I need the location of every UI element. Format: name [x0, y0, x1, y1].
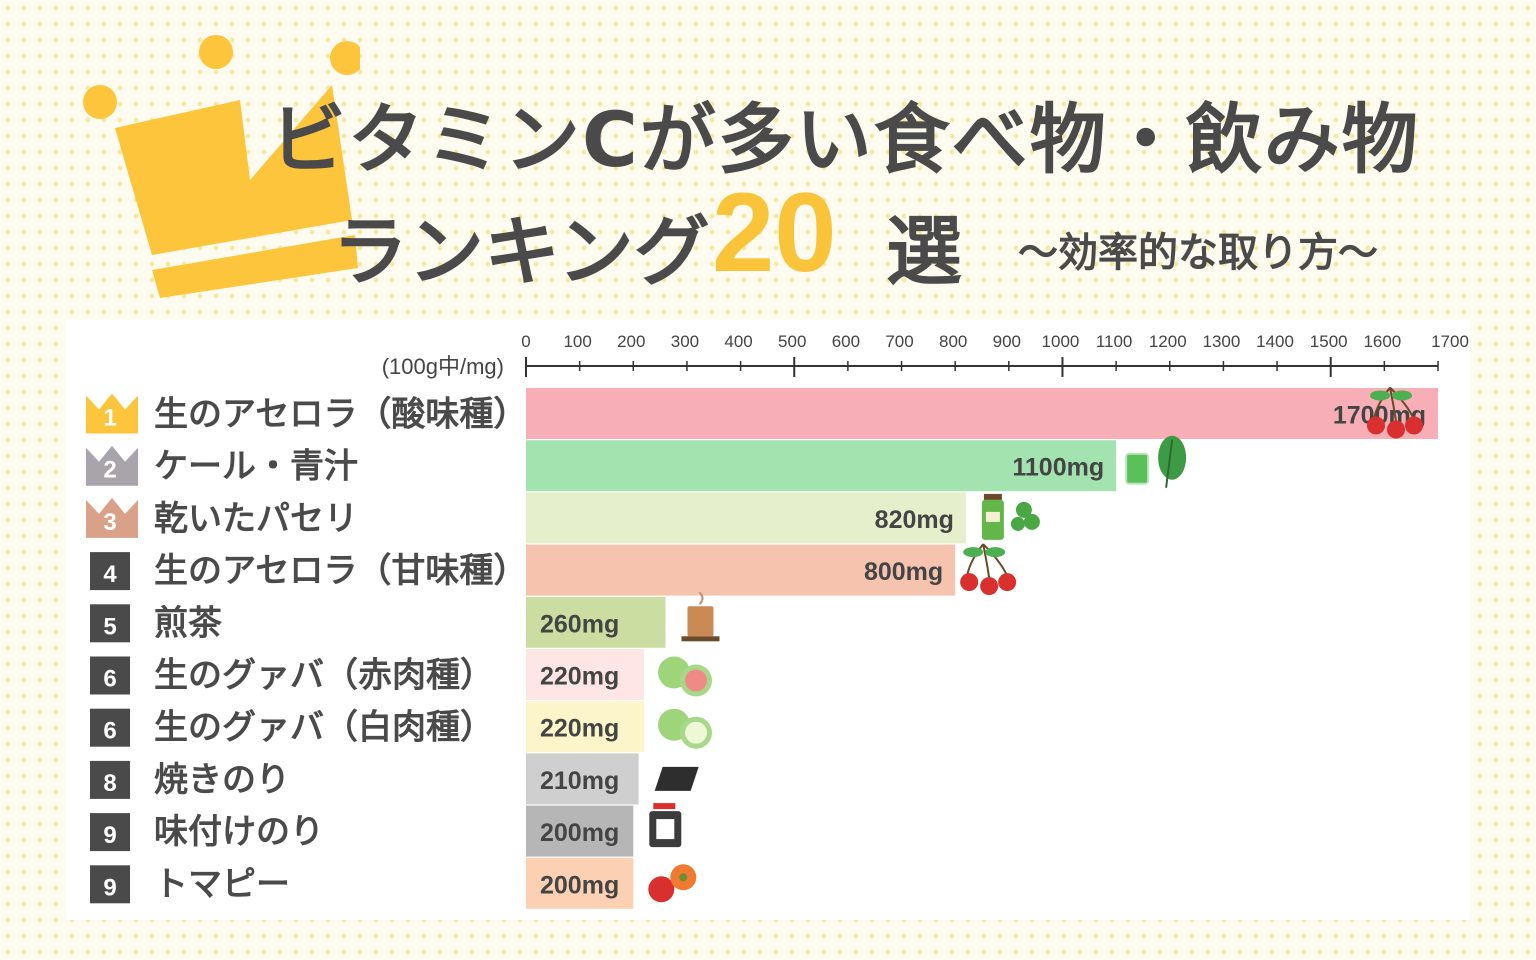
rank-number: 6 — [103, 718, 116, 745]
x-tick-label: 1400 — [1256, 332, 1294, 351]
x-tick-label: 400 — [724, 332, 752, 351]
bar-row: 4 生のアセロラ（甘味種） 800mg — [90, 543, 1017, 596]
x-tick-label: 800 — [939, 332, 967, 351]
rank-badge — [90, 552, 130, 591]
value-label: 820mg — [875, 506, 954, 534]
x-tick-label: 900 — [993, 332, 1021, 351]
value-label: 260mg — [540, 610, 619, 638]
bar-row: 2 ケール・青汁 1100mg — [86, 435, 1187, 492]
bar — [526, 388, 1438, 439]
rank-number: 4 — [103, 561, 117, 588]
item-label: 焼きのり — [154, 760, 290, 800]
rank-number: 9 — [103, 822, 116, 849]
item-label: 味付けのり — [154, 812, 324, 852]
title-count: 20 — [712, 170, 837, 295]
x-tick-label: 1100 — [1096, 332, 1133, 351]
red-guava-icon — [658, 656, 713, 697]
rank-badge — [90, 760, 130, 799]
white-guava-icon — [658, 708, 713, 749]
rank-badge — [90, 708, 130, 747]
value-label: 200mg — [540, 871, 619, 899]
bar — [526, 857, 634, 909]
bar — [526, 440, 1117, 492]
bar-row: 8 焼きのり 210mg — [90, 753, 699, 805]
rank-number: 1 — [103, 405, 116, 432]
value-label: 210mg — [540, 767, 619, 795]
x-tick-label: 300 — [671, 332, 699, 351]
item-label: 生のグァバ（白肉種） — [154, 708, 494, 748]
bar-row: 5 煎茶 260mg — [90, 591, 720, 648]
rank-badge — [90, 604, 130, 643]
rank-number: 2 — [103, 457, 116, 484]
item-label: 煎茶 — [154, 603, 223, 643]
item-label: 生のアセロラ（甘味種） — [154, 551, 527, 591]
bar — [526, 596, 666, 648]
nori-icon — [654, 766, 699, 791]
bar — [526, 492, 966, 544]
bar-row: 1 生のアセロラ（酸味種） 1700mg — [86, 386, 1438, 439]
bar-row: 9 トマピー 200mg — [90, 857, 697, 909]
bar-row: 9 味付けのり 200mg — [90, 803, 682, 857]
rank-number: 8 — [103, 770, 116, 797]
x-tick-label: 500 — [778, 332, 806, 351]
x-tick-label: 100 — [563, 332, 591, 351]
bar-row: 3 乾いたパセリ 820mg — [86, 492, 1040, 544]
bar-row: 6 生のグァバ（赤肉種） 220mg — [90, 649, 713, 700]
item-label: 生のグァバ（赤肉種） — [154, 656, 494, 696]
kale-juice-icon — [1125, 435, 1187, 488]
rank-number: 3 — [103, 509, 116, 536]
rank-badge — [90, 813, 130, 852]
nori-jar-icon — [649, 803, 682, 848]
cherry-icon — [1367, 386, 1423, 439]
parsley-jar-icon — [981, 493, 1040, 540]
item-label: ケール・青汁 — [154, 447, 358, 487]
x-tick-label: 0 — [521, 332, 530, 351]
value-label: 220mg — [540, 715, 619, 743]
x-tick-label: 600 — [832, 332, 860, 351]
bar — [526, 805, 634, 857]
bar — [526, 753, 639, 805]
crown-badge-icon — [86, 393, 138, 434]
unit-label: (100g中/mg) — [382, 354, 504, 379]
header: ビタミンCが多い食べ物・飲み物 ランキング 20 選 〜効率的な取り方〜 — [0, 0, 1536, 310]
crown-badge-icon — [86, 497, 138, 538]
tea-cup-icon — [681, 591, 720, 642]
crown-icon — [83, 35, 360, 298]
bar — [526, 649, 645, 700]
rank-number: 9 — [103, 874, 116, 901]
value-label: 1100mg — [1012, 454, 1104, 482]
title-line1: ビタミンCが多い食べ物・飲み物 — [270, 95, 1420, 184]
x-tick-label: 1600 — [1363, 332, 1401, 351]
x-tick-label: 1500 — [1310, 332, 1348, 351]
x-tick-label: 1300 — [1202, 332, 1240, 351]
item-label: 乾いたパセリ — [154, 499, 358, 539]
x-tick-label: 1200 — [1149, 332, 1187, 351]
bar-row: 6 生のグァバ（白肉種） 220mg — [90, 701, 713, 753]
x-tick-label: 700 — [885, 332, 913, 351]
x-tick-label: 1700 — [1431, 332, 1469, 351]
rank-number: 6 — [103, 666, 116, 693]
item-label: トマピー — [154, 864, 290, 904]
subtitle: 〜効率的な取り方〜 — [1018, 230, 1378, 276]
bar — [526, 544, 956, 596]
bar-chart: 0 100 200 300 400 500 600 700 800 900 1000 1100 1200… — [86, 332, 1469, 909]
cherry-icon — [960, 543, 1017, 596]
bar — [526, 701, 645, 753]
item-label: 生のアセロラ（酸味種） — [154, 395, 527, 435]
rank-number: 5 — [103, 613, 116, 640]
chart-panel: 0 100 200 300 400 500 600 700 800 900 1000 1100 1200… — [66, 320, 1470, 920]
title-line2: ランキング — [332, 207, 710, 296]
value-label: 200mg — [540, 819, 619, 847]
crown-badge-icon — [86, 445, 138, 486]
x-tick-label: 1000 — [1042, 332, 1080, 351]
value-label: 220mg — [540, 663, 619, 691]
x-tick-label: 200 — [617, 332, 645, 351]
rank-badge — [90, 656, 130, 695]
tomapi-icon — [648, 864, 697, 903]
value-label: 800mg — [864, 558, 943, 586]
title-suffix: 選 — [886, 207, 962, 296]
rank-badge — [90, 865, 130, 904]
